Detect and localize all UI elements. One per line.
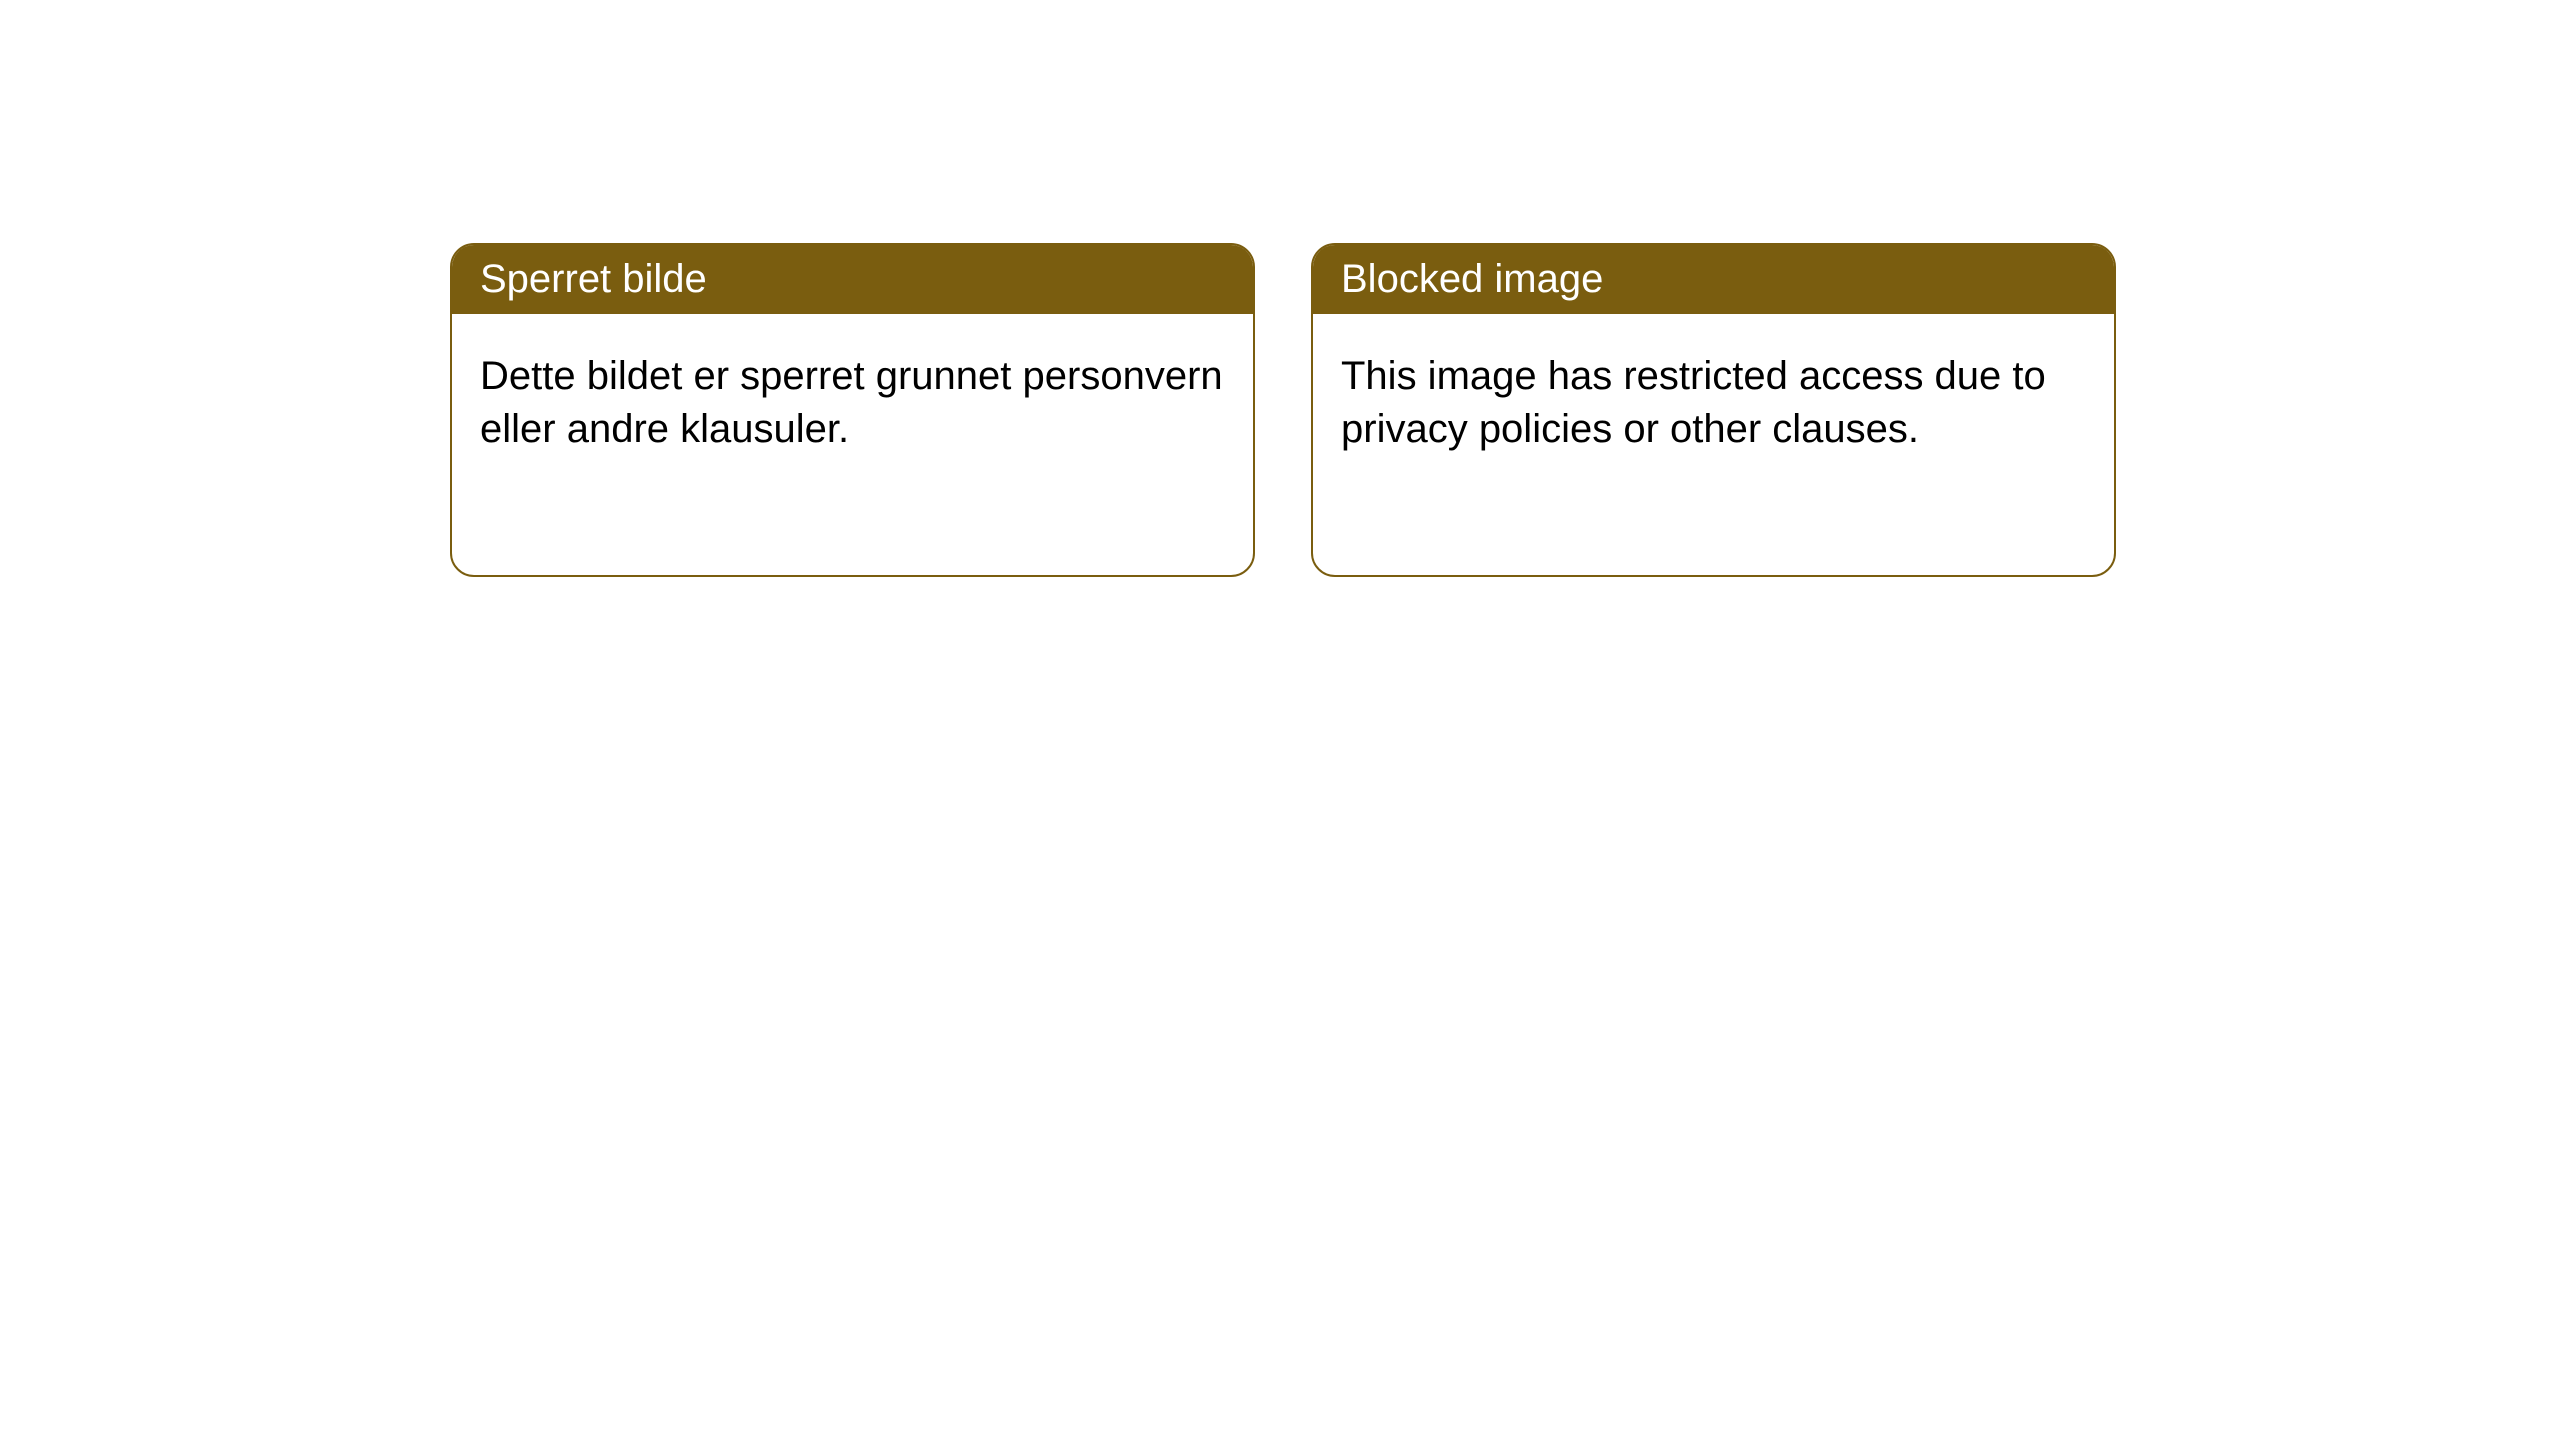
notice-box-norwegian: Sperret bilde Dette bildet er sperret gr…	[450, 243, 1255, 577]
notice-container: Sperret bilde Dette bildet er sperret gr…	[450, 243, 2116, 577]
notice-header: Sperret bilde	[452, 245, 1253, 314]
notice-header: Blocked image	[1313, 245, 2114, 314]
notice-body: This image has restricted access due to …	[1313, 314, 2114, 492]
notice-box-english: Blocked image This image has restricted …	[1311, 243, 2116, 577]
notice-body: Dette bildet er sperret grunnet personve…	[452, 314, 1253, 492]
